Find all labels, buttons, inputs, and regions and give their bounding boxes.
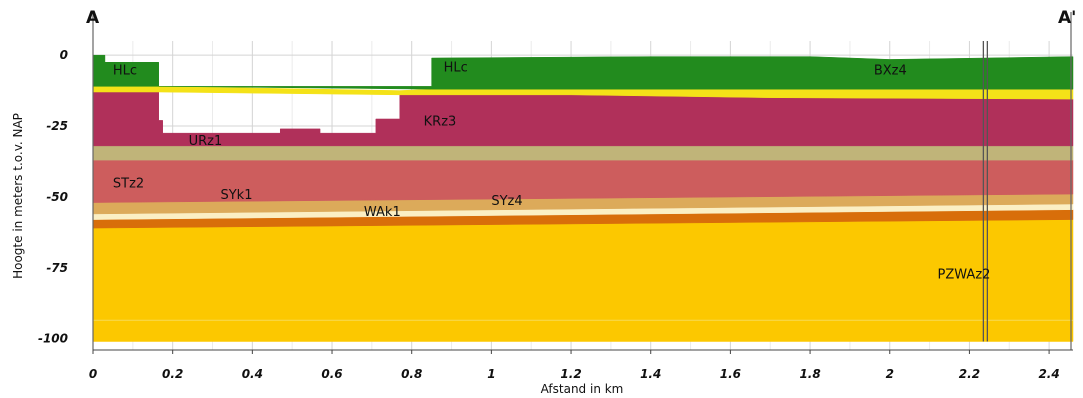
x-tick-label-5: 1: [487, 367, 495, 381]
layer-label-8: WAk1: [364, 205, 401, 220]
layer-8: [93, 55, 1073, 89]
layer-label-2: BXz4: [874, 63, 907, 78]
x-tick-label-1: 0.2: [162, 367, 183, 381]
layer-label-0: HLc: [113, 63, 137, 78]
y-axis-ticks: 0 -25 -50 -75 -100: [38, 48, 68, 345]
layer-0: [93, 220, 1073, 342]
x-tick-label-2: 0.4: [242, 367, 263, 381]
x-axis-label: Afstand in km: [541, 382, 624, 396]
x-tick-label-7: 1.4: [640, 367, 661, 381]
x-tick-label-0: 0: [89, 367, 97, 381]
layer-label-4: KRz3: [424, 114, 457, 129]
layer-label-3: URz1: [189, 134, 223, 149]
layer-label-7: SYz4: [491, 194, 522, 209]
y-tick-label-2: -50: [46, 190, 68, 204]
layer-label-9: PZWAz2: [938, 267, 991, 282]
y-tick-label-3: -75: [46, 261, 68, 275]
x-tick-label-6: 1.2: [560, 367, 581, 381]
x-tick-label-10: 2: [886, 367, 894, 381]
x-tick-label-11: 2.2: [959, 367, 980, 381]
x-tick-label-12: 2.4: [1038, 367, 1059, 381]
x-tick-label-9: 1.8: [799, 367, 820, 381]
layer-6: [93, 92, 1073, 146]
layer-label-5: STz2: [113, 177, 144, 192]
x-tick-label-3: 0.6: [321, 367, 342, 381]
corner-label-right: A': [1058, 8, 1076, 28]
x-axis-ticks: 0 0.2 0.4 0.6 0.8 1 1.2 1.4 1.6 1.8 2 2.2 2.4: [89, 350, 1060, 381]
x-tick-label-4: 0.8: [401, 367, 422, 381]
y-tick-label-0: 0: [60, 48, 68, 62]
y-axis-label: Hoogte in meters t.o.v. NAP: [11, 113, 25, 279]
layer-label-6: SYk1: [220, 188, 252, 203]
y-tick-label-1: -25: [46, 119, 68, 133]
corner-label-left: A: [86, 8, 100, 28]
y-tick-label-4: -100: [38, 332, 68, 346]
layer-label-1: HLc: [444, 61, 468, 76]
x-tick-label-8: 1.6: [720, 367, 741, 381]
layer-5: [93, 146, 1073, 160]
